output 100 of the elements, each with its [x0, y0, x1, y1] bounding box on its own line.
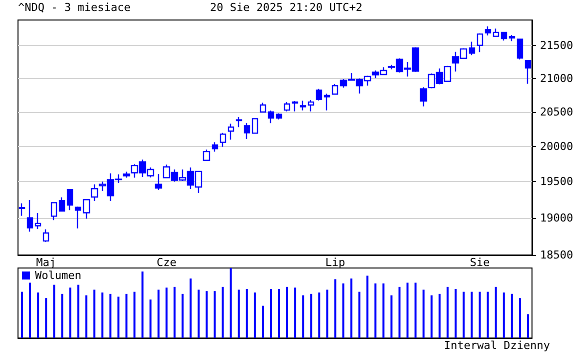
bar: [446, 286, 449, 338]
bar: [334, 279, 336, 338]
candlestick: [300, 100, 306, 111]
bar: [77, 284, 80, 338]
bar: [438, 294, 441, 338]
bar: [414, 282, 417, 338]
y-tick-label: 19500: [540, 175, 574, 188]
chart-subtitle: 20 Sie 2025 21:20 UTC+2: [210, 1, 362, 14]
bar: [117, 296, 120, 338]
bar: [214, 291, 216, 338]
chart-title: ^NDQ - 3 miesiace: [18, 1, 131, 14]
candlestick: [492, 28, 500, 37]
bar: [166, 288, 168, 338]
candlestick: [66, 189, 74, 211]
candlestick: [122, 171, 130, 178]
bar: [246, 289, 248, 338]
bar: [470, 292, 473, 338]
candlestick: [212, 142, 218, 152]
candlestick: [50, 202, 58, 221]
bar: [302, 295, 304, 338]
candlestick: [500, 32, 508, 42]
candlestick: [468, 41, 476, 56]
bar: [462, 292, 465, 338]
bar: [37, 292, 40, 338]
candlestick: [284, 101, 290, 112]
bar: [198, 290, 200, 338]
x-tick-label: Lip: [325, 256, 346, 269]
candlestick: [244, 122, 250, 140]
bar: [430, 295, 433, 338]
candlestick: [42, 228, 50, 242]
bar: [398, 286, 400, 338]
bar: [286, 286, 288, 338]
candlestick: [202, 149, 210, 161]
candlestick: [508, 34, 516, 42]
legend-label: Wolumen: [35, 269, 82, 282]
candlestick: [74, 206, 82, 229]
bar: [358, 292, 360, 338]
candlestick: [252, 118, 258, 134]
bar: [230, 268, 232, 338]
candlestick: [316, 88, 322, 102]
bar: [422, 290, 425, 338]
bar: [206, 291, 208, 338]
bar: [182, 294, 184, 338]
candlestick: [82, 199, 90, 220]
bar: [85, 295, 88, 338]
candlestick: [228, 123, 234, 140]
bar: [101, 292, 104, 338]
bar: [382, 283, 384, 338]
bar: [69, 288, 72, 338]
bar: [342, 283, 344, 338]
bar: [318, 292, 320, 338]
y-tick-label: 20000: [540, 140, 574, 153]
candlestick: [260, 102, 266, 113]
bar: [294, 288, 296, 338]
bar: [238, 290, 240, 338]
bar: [150, 300, 152, 338]
candlestick: [516, 38, 524, 60]
candlestick: [332, 83, 338, 95]
bar: [350, 278, 352, 338]
bar: [254, 292, 256, 338]
bar: [486, 292, 489, 338]
candlestick: [34, 212, 42, 230]
candlestick: [308, 100, 314, 112]
candlestick: [276, 112, 282, 120]
bar: [310, 294, 312, 338]
x-tick-label: Maj: [36, 256, 56, 269]
bar: [478, 292, 481, 338]
bar: [222, 286, 224, 338]
bar: [518, 298, 521, 338]
y-tick-label: 21000: [540, 72, 574, 85]
bar: [374, 283, 376, 338]
bar: [109, 294, 112, 338]
bar: [93, 290, 96, 338]
bar: [45, 298, 48, 338]
text: Interwal Dzienny: [444, 339, 550, 352]
bar: [133, 292, 136, 338]
candlestick: [26, 199, 34, 232]
y-tick-label: 18500: [540, 248, 574, 262]
bar: [61, 294, 64, 338]
candlestick: [58, 196, 66, 212]
candlestick: [476, 32, 484, 53]
bar: [406, 282, 409, 338]
candlestick: [236, 116, 242, 128]
bar: [174, 286, 176, 338]
bar: [29, 282, 32, 338]
y-tick-label: 21500: [540, 39, 574, 52]
bar: [262, 306, 264, 338]
bar: [158, 290, 160, 338]
candlestick: [292, 100, 298, 112]
bar: [454, 289, 457, 338]
bar: [53, 284, 56, 338]
bar: [141, 272, 144, 338]
candlestick: [220, 132, 226, 148]
bar: [366, 276, 368, 338]
bar: [494, 286, 497, 338]
bar: [326, 290, 328, 338]
candlestick: [420, 86, 428, 107]
bar: [502, 292, 505, 338]
bar: [278, 289, 280, 338]
candlestick: [90, 184, 98, 202]
